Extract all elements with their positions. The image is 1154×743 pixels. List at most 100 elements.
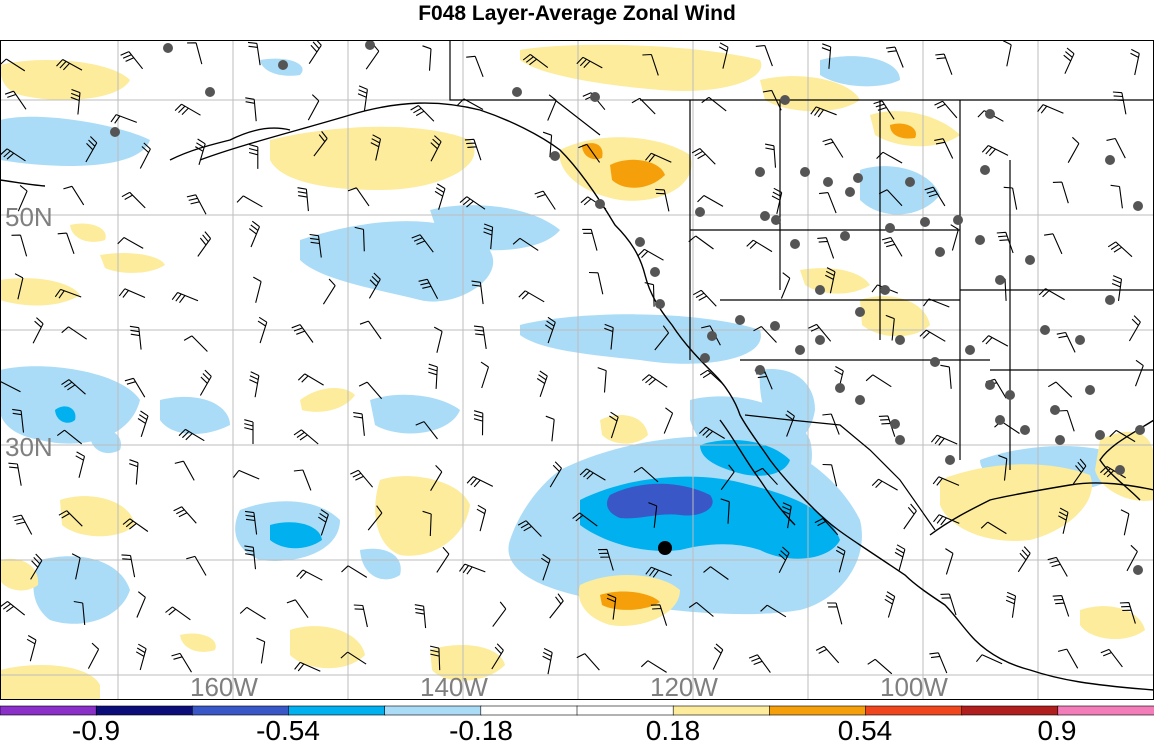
wind-barb — [827, 602, 843, 625]
map-background — [0, 40, 1154, 700]
wind-barb — [821, 43, 832, 69]
wind-barb — [120, 51, 144, 70]
lon-label-100w: 100W — [880, 672, 948, 700]
station-dot — [590, 92, 600, 102]
station-markers — [110, 40, 1145, 575]
station-dot — [800, 167, 810, 177]
wind-barb — [30, 553, 43, 580]
wind-barb — [430, 465, 443, 491]
wind-barb — [75, 451, 86, 478]
wind-barb — [491, 643, 504, 670]
wind-barb — [884, 591, 896, 618]
station-dot — [278, 60, 288, 70]
wind-barb — [1128, 315, 1141, 342]
station-dot — [855, 395, 865, 405]
wind-barb — [73, 600, 86, 625]
wind-barb — [353, 412, 365, 436]
wind-barb — [534, 190, 556, 210]
wind-barb — [822, 413, 840, 435]
station-dot — [965, 345, 975, 355]
wind-barb — [473, 325, 487, 349]
wind-barb — [1052, 181, 1069, 204]
wind-barb — [291, 324, 314, 343]
wind-barb — [411, 234, 434, 253]
wind-barb — [645, 566, 672, 578]
wind-barb — [476, 504, 487, 532]
lon-label-140w: 140W — [420, 672, 488, 700]
wind-barb — [934, 138, 954, 159]
wind-barb — [244, 510, 258, 535]
wind-barb — [642, 53, 659, 76]
wind-barb — [308, 40, 322, 65]
station-dot — [1115, 465, 1125, 475]
wind-barb — [929, 652, 948, 674]
wind-barb — [934, 100, 958, 119]
station-dot — [550, 151, 560, 161]
wind-barb — [873, 100, 895, 120]
wind-barb — [542, 131, 553, 158]
wind-barb — [778, 546, 790, 573]
wind-barb — [512, 237, 539, 251]
wind-barb — [540, 553, 551, 581]
station-dot — [845, 187, 855, 197]
station-dot — [815, 335, 825, 345]
wind-barb — [1017, 546, 1031, 573]
station-dot — [885, 223, 895, 233]
wind-barb — [473, 410, 484, 436]
wind-barb — [549, 593, 564, 619]
wind-barb — [923, 298, 950, 308]
wind-barb — [780, 272, 791, 299]
colorbar-label-6: 0.9 — [1038, 715, 1077, 743]
wind-barb — [1107, 241, 1133, 258]
wind-barb — [817, 237, 835, 259]
wind-barb — [245, 97, 257, 122]
lon-label-120w: 120W — [650, 672, 718, 700]
colorbar-swatch — [576, 705, 674, 716]
wind-barb — [1048, 381, 1073, 398]
lat-label-30n: 30N — [5, 432, 53, 462]
wind-barb — [609, 411, 619, 439]
map-title: F048 Layer-Average Zonal Wind — [418, 2, 736, 25]
wind-barb — [124, 377, 146, 398]
wind-barb — [572, 512, 598, 527]
wind-barb — [121, 191, 146, 209]
wind-barb — [815, 645, 840, 664]
wind-barb — [136, 591, 146, 618]
wind-barb — [187, 42, 203, 65]
wind-barb — [434, 183, 446, 210]
wind-barb — [232, 469, 260, 480]
station-dot — [1005, 390, 1015, 400]
station-dot — [650, 267, 660, 277]
station-dot — [985, 380, 995, 390]
wind-barb — [825, 267, 836, 294]
lon-label-160w: 160W — [190, 672, 258, 700]
wind-barb — [1047, 556, 1068, 577]
wind-barb — [871, 478, 898, 491]
wind-barb — [14, 273, 24, 300]
wind-barb — [940, 593, 957, 616]
colorbar-swatch — [672, 705, 771, 716]
wind-barb — [129, 459, 139, 485]
wind-barb — [1058, 507, 1069, 534]
wind-barb — [746, 239, 773, 253]
wind-barb — [764, 143, 777, 168]
wind-barb — [894, 544, 906, 571]
wind-barb — [70, 88, 81, 115]
wind-barb — [720, 498, 730, 524]
wind-barb — [631, 97, 656, 115]
station-dot — [655, 299, 665, 309]
colorbar-swatch — [961, 705, 1059, 716]
wind-barb — [693, 289, 717, 307]
wind-barb — [121, 554, 136, 578]
colorbar-swatch — [288, 705, 386, 716]
wind-barb — [754, 467, 778, 485]
wind-barb — [1120, 509, 1130, 536]
station-dot — [700, 353, 710, 363]
wind-barb — [930, 434, 958, 446]
wind-barb — [178, 428, 205, 442]
wind-barb — [341, 565, 368, 578]
wind-barb — [296, 569, 323, 581]
wind-barb — [1100, 648, 1123, 668]
wind-barb — [996, 231, 1014, 254]
station-dot — [890, 419, 900, 429]
